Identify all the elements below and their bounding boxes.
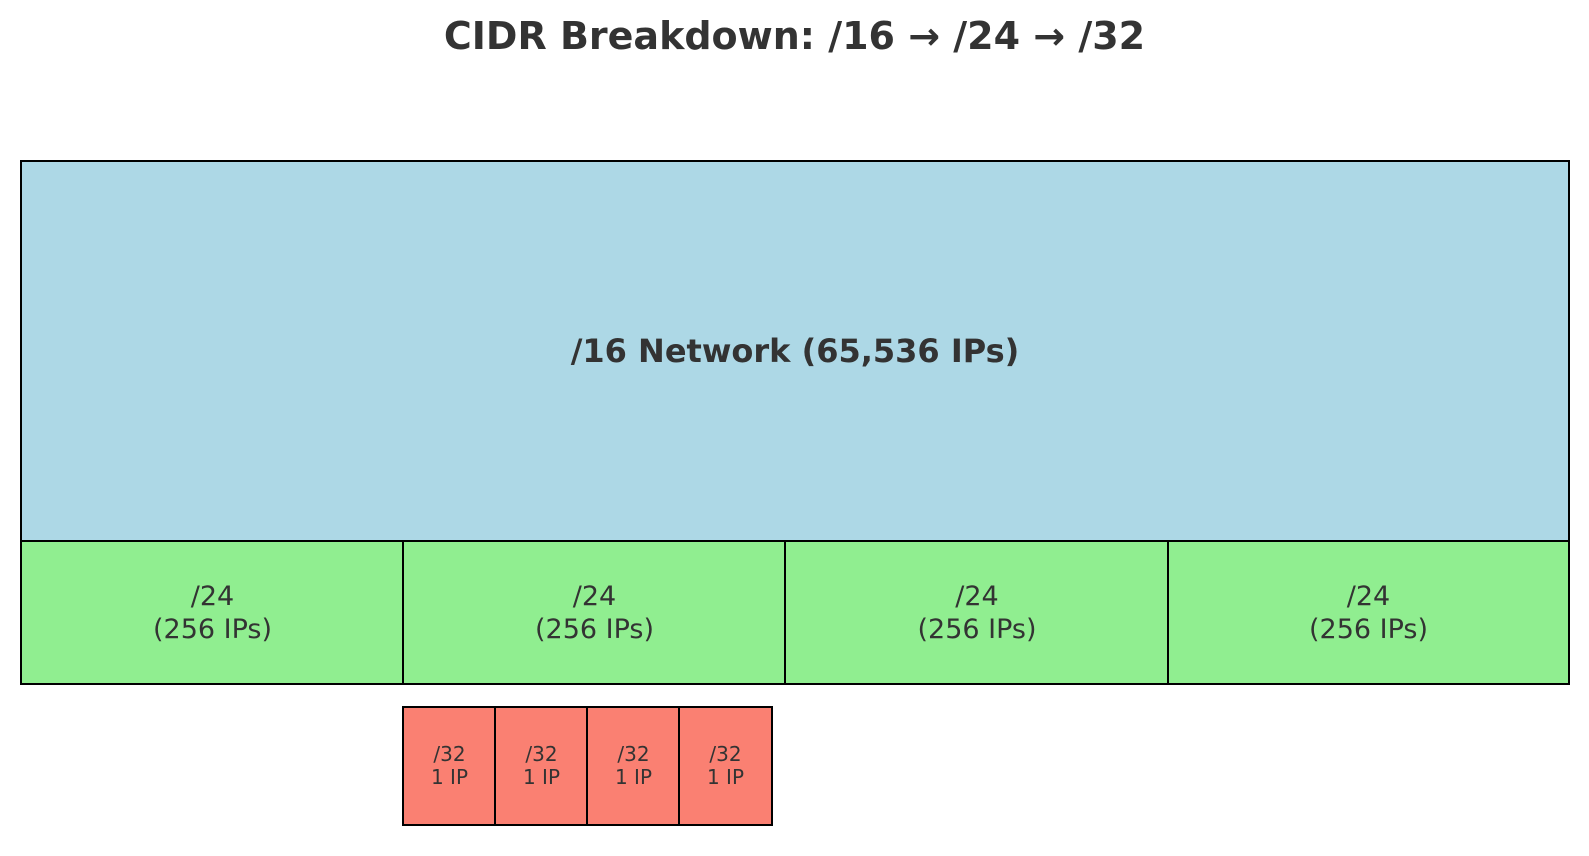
subnet-24-prefix: /24 [572,580,617,612]
host-32-size: 1 IP [522,765,561,789]
subnet-24-block-4: /24 (256 IPs) [1167,540,1570,685]
subnet-24-size: (256 IPs) [1308,613,1429,645]
host-32-block-2: /32 1 IP [494,706,589,826]
subnet-24-block-2: /24 (256 IPs) [402,540,787,685]
network-16-label: /16 Network (65,536 IPs) [570,332,1020,370]
host-32-prefix: /32 [525,742,558,766]
subnet-24-prefix: /24 [190,580,235,612]
host-32-prefix: /32 [433,742,466,766]
network-16-block: /16 Network (65,536 IPs) [20,160,1570,542]
subnet-24-size: (256 IPs) [152,613,273,645]
subnet-24-prefix: /24 [955,580,999,612]
diagram-title: CIDR Breakdown: /16 → /24 → /32 [443,14,1146,58]
host-32-size: 1 IP [614,765,653,789]
subnet-24-block-3: /24 (256 IPs) [784,540,1170,685]
host-32-prefix: /32 [709,742,742,766]
host-32-block-1: /32 1 IP [402,706,497,826]
host-32-prefix: /32 [617,742,650,766]
host-32-block-4: /32 1 IP [678,706,773,826]
host-32-size: 1 IP [706,765,745,789]
subnet-24-size: (256 IPs) [534,613,655,645]
subnet-24-prefix: /24 [1346,580,1391,612]
subnet-24-block-1: /24 (256 IPs) [20,540,405,685]
host-32-size: 1 IP [430,765,469,789]
subnet-24-size: (256 IPs) [917,613,1037,645]
host-32-block-3: /32 1 IP [586,706,681,826]
